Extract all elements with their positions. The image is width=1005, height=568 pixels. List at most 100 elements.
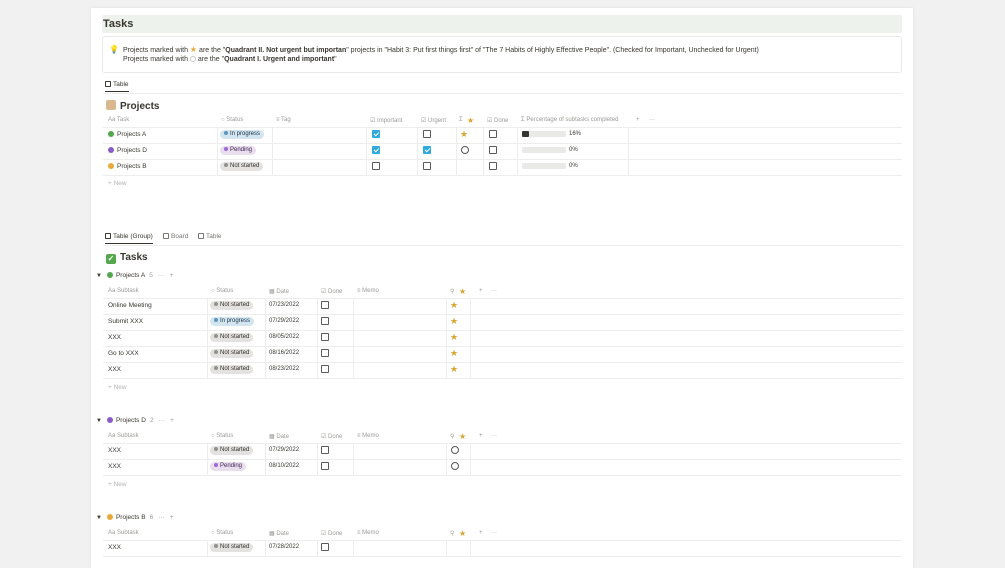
done-checkbox[interactable]: [489, 162, 497, 170]
add-button[interactable]: +: [169, 514, 174, 521]
important-checkbox[interactable]: [372, 162, 380, 170]
date-value[interactable]: 07/29/2022: [269, 318, 300, 324]
column-header[interactable]: ○ Status: [211, 433, 234, 439]
add-button[interactable]: +: [170, 417, 174, 424]
column-header[interactable]: ▦ Date: [269, 289, 290, 295]
column-header[interactable]: ☑ Done: [487, 118, 509, 124]
status-badge[interactable]: Not started: [210, 333, 254, 342]
done-checkbox[interactable]: [321, 349, 329, 357]
column-header[interactable]: ▦ Date: [269, 434, 290, 440]
subtask-name[interactable]: Submit XXX: [108, 318, 144, 325]
tab-table-group[interactable]: Table (Group): [105, 233, 153, 244]
more-options-button[interactable]: ···: [491, 288, 497, 294]
column-header[interactable]: ≡ Memo: [357, 288, 379, 294]
collapse-toggle-icon[interactable]: ▼: [96, 273, 102, 279]
status-badge[interactable]: Not started: [210, 365, 254, 374]
new-row-button[interactable]: + New: [108, 384, 127, 391]
task-name[interactable]: Projects B: [108, 163, 147, 170]
status-badge[interactable]: Not started: [210, 543, 254, 552]
add-column-button[interactable]: +: [479, 530, 483, 536]
subtask-name[interactable]: XXX: [108, 334, 122, 341]
task-name[interactable]: Projects A: [108, 131, 146, 138]
important-checkbox[interactable]: [372, 130, 380, 138]
column-header[interactable]: ▦ Date: [269, 531, 290, 537]
date-value[interactable]: 08/16/2022: [269, 350, 300, 356]
column-header[interactable]: ○ Status: [211, 530, 234, 536]
done-checkbox[interactable]: [321, 462, 329, 470]
status-badge[interactable]: Pending: [220, 146, 257, 155]
more-options-button[interactable]: ···: [649, 117, 655, 123]
done-checkbox[interactable]: [321, 446, 329, 454]
column-header[interactable]: ☑ Done: [321, 434, 343, 440]
collapse-toggle-icon[interactable]: ▼: [96, 418, 102, 424]
subtask-name[interactable]: Go to XXX: [108, 350, 139, 357]
urgent-checkbox[interactable]: [423, 130, 431, 138]
urgent-checkbox[interactable]: [423, 146, 431, 154]
date-value[interactable]: 08/05/2022: [269, 334, 300, 340]
new-row-button[interactable]: + New: [108, 481, 127, 488]
status-badge[interactable]: Not started: [210, 349, 254, 358]
group-name: Projects D: [115, 417, 146, 424]
group-header[interactable]: ▼ Projects A 5 ··· +: [96, 272, 173, 279]
new-row-button[interactable]: + New: [108, 180, 127, 187]
done-checkbox[interactable]: [321, 333, 329, 341]
column-header[interactable]: ☑ Urgent: [421, 118, 447, 124]
tab-table[interactable]: Table: [105, 81, 129, 92]
important-checkbox[interactable]: [372, 146, 380, 154]
column-header[interactable]: ☑ Done: [321, 289, 343, 295]
column-header[interactable]: Aa Subtask: [108, 433, 139, 439]
subtask-name[interactable]: XXX: [108, 544, 122, 551]
more-options-button[interactable]: ···: [491, 433, 497, 439]
task-name[interactable]: Projects D: [108, 147, 147, 154]
date-value[interactable]: 08/10/2022: [269, 463, 300, 469]
status-badge[interactable]: In progress: [210, 317, 255, 326]
status-badge[interactable]: In progress: [220, 130, 265, 139]
subtask-name[interactable]: XXX: [108, 463, 122, 470]
done-checkbox[interactable]: [489, 130, 497, 138]
date-value[interactable]: 07/23/2022: [269, 302, 300, 308]
add-column-button[interactable]: +: [636, 117, 640, 123]
column-header[interactable]: ○ Status: [221, 117, 244, 123]
column-header[interactable]: ≡ Tag: [276, 117, 291, 123]
more-options-button[interactable]: ···: [157, 272, 165, 279]
subtask-name[interactable]: Online Meeting: [108, 302, 152, 309]
column-header[interactable]: ≡ Memo: [357, 433, 379, 439]
column-header[interactable]: Aa Task: [108, 117, 130, 123]
column-header[interactable]: Σ Percentage of subtasks completed: [521, 117, 619, 123]
column-header[interactable]: ≡ Memo: [357, 530, 379, 536]
tab-table[interactable]: Table: [198, 233, 222, 240]
subtask-name[interactable]: XXX: [108, 447, 122, 454]
add-column-button[interactable]: +: [479, 433, 483, 439]
status-badge[interactable]: Pending: [210, 462, 247, 471]
urgent-checkbox[interactable]: [423, 162, 431, 170]
done-checkbox[interactable]: [489, 146, 497, 154]
more-options-button[interactable]: ···: [158, 514, 165, 521]
done-checkbox[interactable]: [321, 543, 329, 551]
divider: [217, 127, 218, 143]
divider: [317, 540, 318, 556]
status-badge[interactable]: Not started: [210, 301, 254, 310]
status-label: Not started: [230, 163, 260, 169]
collapse-toggle-icon[interactable]: ▼: [96, 515, 102, 521]
column-header[interactable]: ☑ Important: [370, 118, 403, 124]
add-column-button[interactable]: +: [479, 288, 483, 294]
done-checkbox[interactable]: [321, 301, 329, 309]
column-header[interactable]: ○ Status: [211, 288, 234, 294]
date-value[interactable]: 07/28/2022: [269, 544, 300, 550]
date-value[interactable]: 08/23/2022: [269, 366, 300, 372]
column-header[interactable]: Aa Subtask: [108, 288, 139, 294]
column-header[interactable]: Aa Subtask: [108, 530, 139, 536]
more-options-button[interactable]: ···: [491, 530, 497, 536]
column-header[interactable]: ☑ Done: [321, 531, 343, 537]
add-button[interactable]: +: [169, 272, 174, 279]
date-value[interactable]: 07/29/2022: [269, 447, 300, 453]
more-options-button[interactable]: ···: [158, 417, 166, 424]
group-header[interactable]: ▼ Projects D 2 ··· +: [96, 417, 174, 424]
status-badge[interactable]: Not started: [210, 446, 254, 455]
group-header[interactable]: ▼ Projects B 6 ··· +: [96, 514, 174, 521]
done-checkbox[interactable]: [321, 317, 329, 325]
done-checkbox[interactable]: [321, 365, 329, 373]
status-badge[interactable]: Not started: [220, 162, 264, 171]
tab-board[interactable]: Board: [163, 233, 188, 240]
subtask-name[interactable]: XXX: [108, 366, 122, 373]
